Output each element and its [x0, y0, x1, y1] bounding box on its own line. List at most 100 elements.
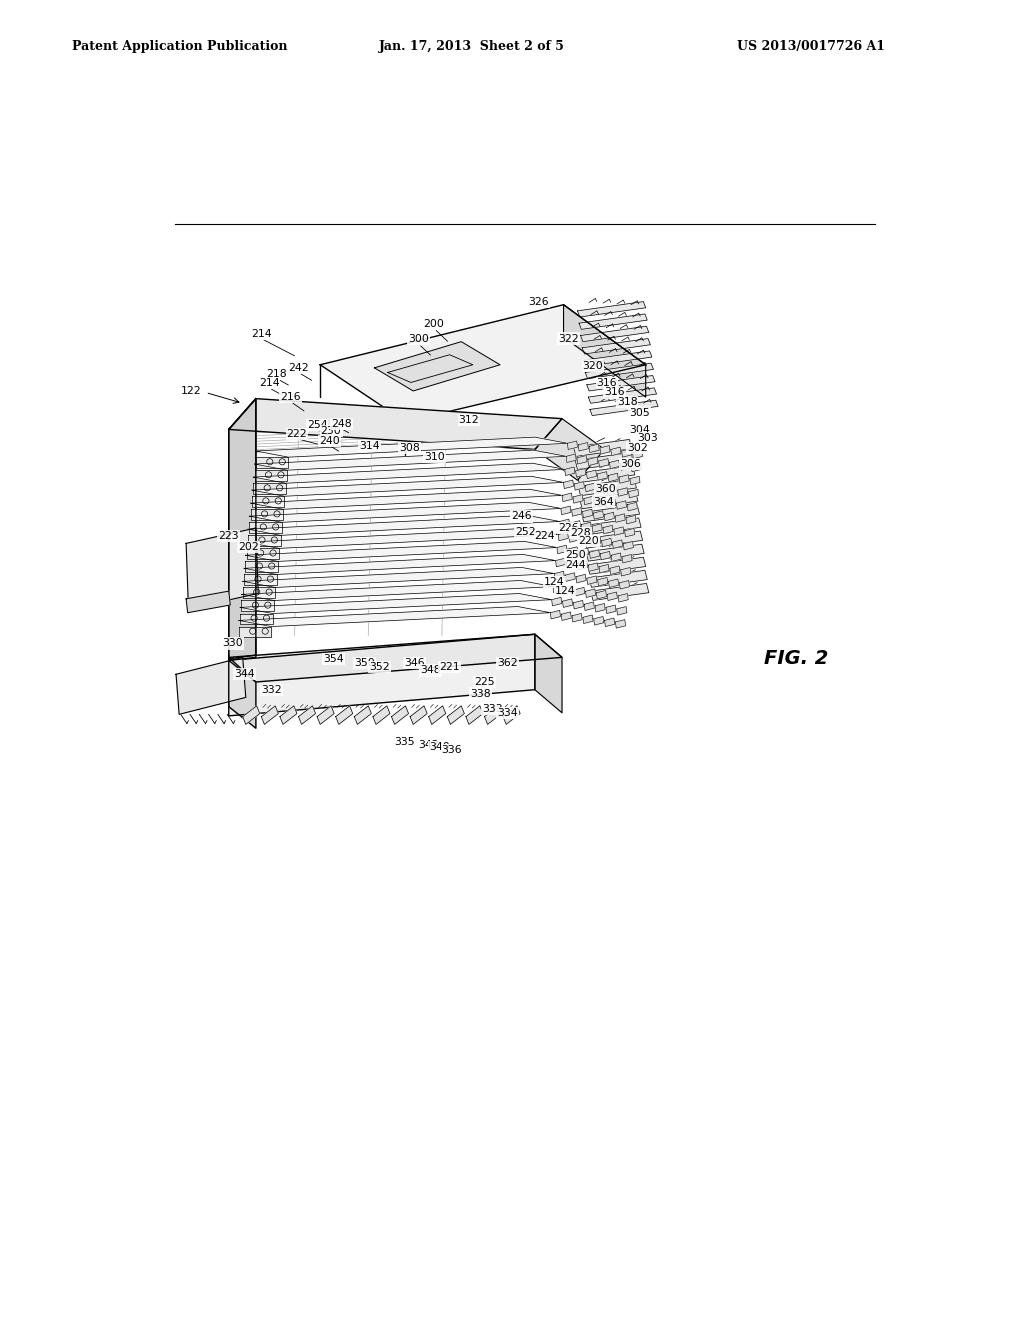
Text: 354: 354 — [323, 653, 344, 664]
Polygon shape — [573, 601, 584, 609]
Polygon shape — [584, 351, 652, 367]
Text: 242: 242 — [288, 363, 309, 372]
Polygon shape — [244, 574, 276, 585]
Polygon shape — [595, 498, 605, 506]
Polygon shape — [354, 706, 372, 725]
Polygon shape — [612, 540, 623, 548]
Polygon shape — [586, 589, 596, 598]
Polygon shape — [581, 326, 649, 342]
Polygon shape — [251, 490, 562, 510]
Polygon shape — [243, 706, 260, 725]
Polygon shape — [594, 511, 603, 519]
Polygon shape — [466, 706, 483, 725]
Text: 318: 318 — [616, 397, 637, 407]
Polygon shape — [582, 523, 591, 531]
Polygon shape — [577, 574, 586, 583]
Text: 224: 224 — [535, 531, 555, 541]
Text: 304: 304 — [629, 425, 650, 436]
Polygon shape — [503, 706, 520, 725]
Text: 306: 306 — [620, 459, 641, 469]
Polygon shape — [228, 660, 256, 729]
Text: 322: 322 — [558, 334, 579, 343]
Text: 364: 364 — [594, 496, 614, 507]
Polygon shape — [598, 577, 608, 586]
Polygon shape — [186, 528, 258, 609]
Polygon shape — [567, 546, 578, 556]
Polygon shape — [589, 570, 647, 587]
Polygon shape — [589, 388, 656, 404]
Polygon shape — [589, 444, 599, 453]
Polygon shape — [553, 585, 563, 593]
Polygon shape — [608, 579, 618, 587]
Polygon shape — [552, 598, 562, 606]
Polygon shape — [611, 447, 621, 455]
Polygon shape — [578, 561, 588, 570]
Text: 320: 320 — [583, 360, 603, 371]
Polygon shape — [575, 453, 633, 470]
Text: 122: 122 — [181, 385, 202, 396]
Polygon shape — [615, 513, 626, 523]
Polygon shape — [567, 441, 578, 449]
Polygon shape — [317, 706, 334, 725]
Text: 214: 214 — [259, 379, 280, 388]
Polygon shape — [579, 314, 647, 330]
Polygon shape — [554, 572, 564, 579]
Polygon shape — [591, 537, 601, 545]
Text: 252: 252 — [515, 527, 536, 537]
Text: 362: 362 — [498, 657, 518, 668]
Text: US 2013/0017726 A1: US 2013/0017726 A1 — [737, 40, 886, 53]
Polygon shape — [588, 557, 646, 574]
Polygon shape — [620, 475, 629, 483]
Polygon shape — [252, 496, 285, 507]
Polygon shape — [535, 635, 562, 713]
Polygon shape — [584, 496, 594, 504]
Polygon shape — [336, 706, 352, 725]
Text: 124: 124 — [555, 586, 575, 597]
Polygon shape — [611, 553, 622, 561]
Polygon shape — [616, 500, 627, 510]
Polygon shape — [594, 616, 604, 626]
Polygon shape — [588, 562, 598, 572]
Text: 326: 326 — [528, 297, 549, 306]
Polygon shape — [606, 605, 616, 614]
Polygon shape — [602, 539, 611, 546]
Polygon shape — [251, 510, 284, 520]
Polygon shape — [429, 706, 445, 725]
Text: 230: 230 — [321, 426, 341, 436]
Polygon shape — [558, 532, 568, 541]
Polygon shape — [321, 305, 646, 422]
Polygon shape — [631, 463, 641, 471]
Text: 300: 300 — [409, 334, 429, 345]
Polygon shape — [583, 517, 641, 535]
Text: 360: 360 — [595, 484, 615, 495]
Text: 226: 226 — [558, 523, 579, 533]
Polygon shape — [599, 458, 608, 467]
Polygon shape — [391, 706, 409, 725]
Polygon shape — [556, 558, 565, 566]
Text: 344: 344 — [233, 669, 255, 680]
Polygon shape — [608, 473, 618, 482]
Polygon shape — [186, 591, 230, 612]
Polygon shape — [628, 503, 637, 511]
Polygon shape — [579, 479, 636, 496]
Polygon shape — [228, 399, 256, 660]
Polygon shape — [246, 541, 557, 561]
Polygon shape — [604, 618, 614, 627]
Polygon shape — [617, 488, 628, 496]
Polygon shape — [633, 450, 643, 459]
Polygon shape — [579, 548, 589, 557]
Text: 216: 216 — [281, 392, 301, 403]
Polygon shape — [586, 363, 653, 379]
Polygon shape — [587, 470, 597, 479]
Polygon shape — [375, 342, 500, 391]
Polygon shape — [243, 568, 554, 587]
Polygon shape — [597, 471, 607, 480]
Polygon shape — [228, 635, 562, 682]
Text: 312: 312 — [459, 416, 479, 425]
Text: 302: 302 — [628, 444, 648, 453]
Polygon shape — [561, 506, 571, 515]
Polygon shape — [565, 573, 575, 581]
Text: 222: 222 — [287, 429, 307, 440]
Text: 250: 250 — [565, 550, 587, 560]
Text: 124: 124 — [544, 577, 564, 587]
